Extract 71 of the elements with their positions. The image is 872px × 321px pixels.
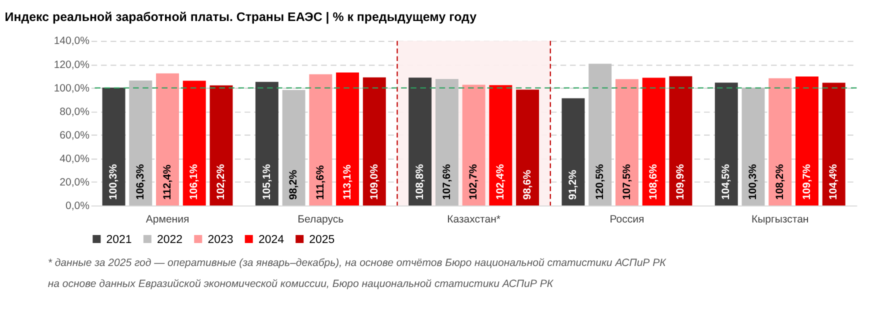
x-tick-label: Армения xyxy=(146,213,190,226)
data-label: 107,5% xyxy=(620,163,633,200)
data-label: 100,3% xyxy=(108,163,120,200)
bar xyxy=(282,90,306,206)
bar xyxy=(489,85,512,206)
data-label: 106,1% xyxy=(188,163,200,200)
bar xyxy=(336,72,360,206)
legend-label: 2022 xyxy=(156,234,182,246)
chart-title: Индекс реальной заработной платы. Страны ЕАЭС | % к предыдущему году xyxy=(4,10,477,24)
data-label: 98,2% xyxy=(288,169,300,200)
x-tick-label: Беларусь xyxy=(298,213,344,226)
data-label: 107,6% xyxy=(440,163,453,200)
data-label: 102,4% xyxy=(494,163,507,200)
data-label: 104,4% xyxy=(828,163,840,200)
bar xyxy=(642,78,666,206)
bar xyxy=(435,78,458,206)
bar xyxy=(129,80,152,206)
data-label: 91,2% xyxy=(567,169,580,200)
y-tick-label: 20,0% xyxy=(60,176,90,188)
data-label: 109,0% xyxy=(368,163,380,200)
data-label: 112,4% xyxy=(161,164,174,200)
data-label: 111,6% xyxy=(314,164,327,200)
data-label: 102,2% xyxy=(215,163,228,200)
data-label: 109,7% xyxy=(800,163,813,200)
bar xyxy=(516,90,540,206)
bar xyxy=(615,79,638,206)
data-label: 106,3% xyxy=(134,163,147,200)
bar xyxy=(102,88,126,206)
y-tick-label: 0,0% xyxy=(66,200,90,212)
bar xyxy=(182,80,206,206)
data-label: 108,2% xyxy=(774,163,786,200)
data-label: 102,7% xyxy=(468,163,480,200)
text: на основе данных Евразийской экономической комиссии, Бюро национальной статистики АСПиР РК xyxy=(48,278,554,290)
y-tick-label: 100,0% xyxy=(54,82,90,94)
y-tick-label: 120,0% xyxy=(54,58,90,71)
bar xyxy=(255,82,278,206)
data-label: 113,1% xyxy=(341,164,354,200)
data-label: 98,6% xyxy=(521,169,534,200)
bar xyxy=(588,64,612,206)
legend-label: 2024 xyxy=(258,234,285,246)
bar xyxy=(822,82,846,206)
data-label: 104,5% xyxy=(720,163,732,200)
x-tick-label: Россия xyxy=(610,213,644,226)
bar xyxy=(210,85,233,206)
y-tick-label: 60,0% xyxy=(60,129,90,142)
text: * данные за 2025 год — оперативные (за январь–декабрь), на основе отчётов Бюро национальной статистики АСПиР РК xyxy=(48,256,667,269)
y-tick-label: 40,0% xyxy=(60,152,90,165)
bar xyxy=(669,76,692,206)
bar xyxy=(362,77,386,206)
legend-label: 2023 xyxy=(208,234,234,246)
bar xyxy=(408,78,432,206)
bar xyxy=(742,88,765,206)
legend-label: 2021 xyxy=(106,234,132,246)
legend-label: 2025 xyxy=(309,234,335,246)
data-label: 109,9% xyxy=(674,163,687,200)
bar xyxy=(795,76,818,206)
data-label: 100,3% xyxy=(747,163,760,200)
bar xyxy=(714,82,738,206)
data-label: 108,6% xyxy=(648,163,660,200)
x-tick-label: Казахстан* xyxy=(447,213,500,226)
bar xyxy=(309,74,332,206)
bar xyxy=(562,98,585,206)
x-tick-label: Кыргызстан xyxy=(751,213,809,226)
data-label: 105,1% xyxy=(260,163,273,200)
bar xyxy=(768,78,792,206)
data-label: 120,5% xyxy=(594,163,606,200)
y-tick-label: 80,0% xyxy=(60,106,90,118)
bar xyxy=(462,84,486,206)
y-tick-label: 140,0% xyxy=(54,35,90,48)
data-label: 108,8% xyxy=(414,163,426,200)
bar xyxy=(156,73,179,206)
